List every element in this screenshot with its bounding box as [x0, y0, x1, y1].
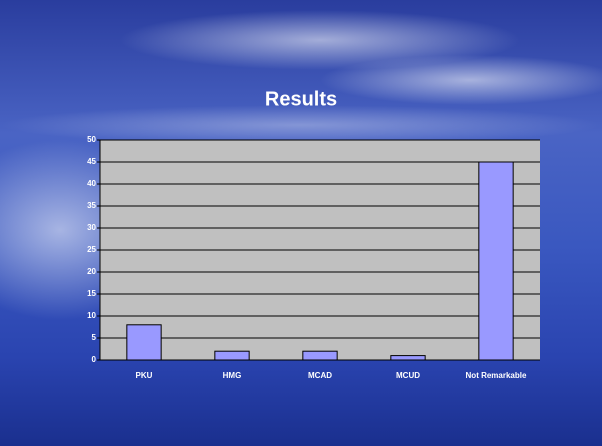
y-tick-label: 20	[87, 267, 96, 276]
y-tick-label: 50	[87, 135, 96, 144]
bar	[126, 324, 162, 361]
bar	[478, 161, 514, 361]
x-tick-label: MCUD	[396, 371, 420, 380]
haze	[0, 105, 600, 145]
bar	[390, 355, 426, 361]
y-tick-label: 5	[92, 333, 97, 342]
haze	[120, 10, 520, 70]
x-tick-label: MCAD	[308, 371, 332, 380]
y-tick-label: 15	[87, 289, 96, 298]
haze	[320, 55, 602, 105]
chart-title: Results	[265, 88, 337, 110]
y-tick-label: 30	[87, 223, 96, 232]
y-tick-label: 45	[87, 157, 96, 166]
y-tick-label: 0	[92, 355, 97, 364]
x-tick-label: PKU	[136, 371, 153, 380]
y-tick-label: 25	[87, 245, 96, 254]
x-tick-label: Not Remarkable	[466, 371, 527, 380]
y-tick-label: 35	[87, 201, 96, 210]
bar	[214, 350, 250, 361]
x-tick-label: HMG	[223, 371, 242, 380]
y-tick-label: 10	[87, 311, 96, 320]
y-tick-label: 40	[87, 179, 96, 188]
bar	[302, 350, 338, 361]
